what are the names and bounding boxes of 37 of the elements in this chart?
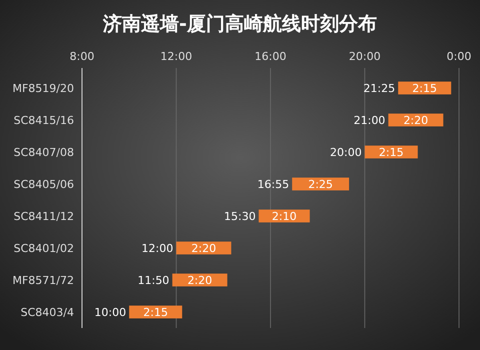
y-tick-label: SC8415/16	[14, 114, 74, 127]
data-label: 2:20	[191, 242, 216, 255]
data-label: 2:15	[143, 306, 168, 319]
y-tick-label: MF8519/20	[12, 82, 74, 95]
data-label: 2:20	[403, 114, 428, 127]
data-label: 2:25	[308, 178, 333, 191]
data-label: 2:15	[378, 146, 404, 159]
annotation: 21:00	[354, 114, 386, 127]
bar	[129, 306, 182, 318]
x-tick-label: 20:00	[348, 50, 381, 63]
bar	[388, 114, 444, 126]
y-tick-label: SC8407/08	[14, 146, 74, 159]
chart-title: 济南遥墙-厦门高崎航线时刻分布	[102, 13, 377, 35]
bar	[398, 82, 452, 94]
x-tick-label: 12:00	[160, 50, 192, 63]
annotation: 10:00	[94, 306, 126, 319]
bar	[364, 146, 418, 158]
y-tick-label: MF8571/72	[12, 274, 74, 287]
annotation: 20:00	[330, 146, 362, 159]
data-label: 2:10	[272, 210, 297, 223]
bar	[258, 210, 310, 222]
bar	[292, 178, 350, 190]
x-tick-label: 8:00	[70, 50, 94, 63]
annotation: 16:55	[257, 178, 290, 191]
annotation: 12:00	[142, 242, 174, 255]
x-tick-label: 0:00	[446, 50, 472, 63]
y-tick-label: SC8403/4	[20, 306, 74, 319]
y-tick-label: SC8411/12	[14, 210, 74, 223]
annotation: 15:30	[224, 210, 256, 223]
data-label: 2:15	[412, 82, 437, 95]
x-tick-label: 16:00	[254, 50, 286, 63]
y-tick-label: SC8405/06	[14, 178, 74, 191]
annotation: 21:25	[363, 82, 396, 95]
data-label: 2:20	[187, 274, 212, 287]
annotation: 11:50	[138, 274, 170, 287]
bar	[172, 274, 228, 286]
y-tick-label: SC8401/02	[14, 242, 74, 255]
